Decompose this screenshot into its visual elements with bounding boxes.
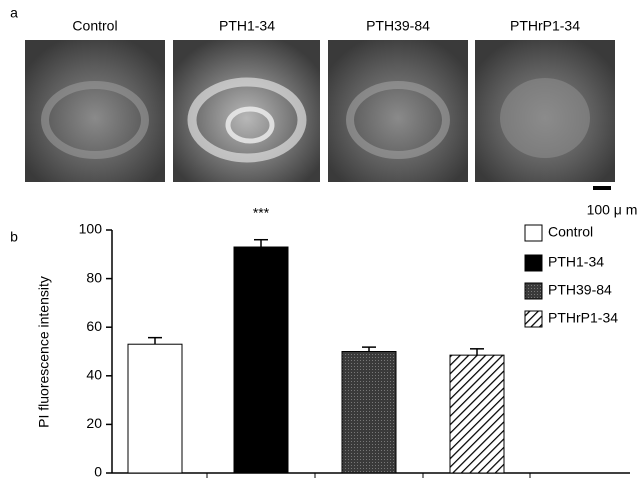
- legend-label: PTH39-84: [548, 282, 612, 298]
- bar: [341, 351, 397, 474]
- cochlea: [41, 81, 149, 159]
- bar: [449, 354, 505, 474]
- y-tick-label: 80: [86, 269, 102, 285]
- legend-swatch: [524, 282, 543, 300]
- image-title: PTH1-34: [219, 18, 275, 34]
- y-tick-label: 0: [94, 464, 102, 480]
- y-tick-label: 60: [86, 318, 102, 334]
- legend-label: PTH1-34: [548, 254, 604, 270]
- bar: [127, 343, 183, 474]
- legend-swatch: [524, 224, 543, 242]
- cochlea: [346, 81, 450, 159]
- y-axis-label: PI fluorescence intensity: [36, 276, 52, 428]
- scale-bar: [593, 186, 611, 190]
- legend-swatch: [524, 254, 543, 272]
- y-tick-label: 40: [86, 367, 102, 383]
- panel-label: a: [10, 5, 18, 21]
- image-row: [25, 40, 615, 182]
- legend-swatch: [524, 310, 543, 328]
- cochlea: [225, 106, 275, 144]
- y-tick-label: 20: [86, 415, 102, 431]
- y-tick-label: 100: [79, 221, 103, 237]
- scale-label: 100 μ m: [587, 202, 638, 218]
- bar: [233, 246, 289, 474]
- legend-label: Control: [548, 224, 593, 240]
- legend-label: PTHrP1-34: [548, 310, 618, 326]
- annotation: ***: [253, 204, 270, 220]
- cochlea: [500, 78, 590, 158]
- image-title: Control: [72, 18, 117, 34]
- image-title: PTHrP1-34: [510, 18, 580, 34]
- cochlea: [187, 77, 307, 163]
- panel-label: b: [10, 229, 18, 245]
- image-title: PTH39-84: [366, 18, 430, 34]
